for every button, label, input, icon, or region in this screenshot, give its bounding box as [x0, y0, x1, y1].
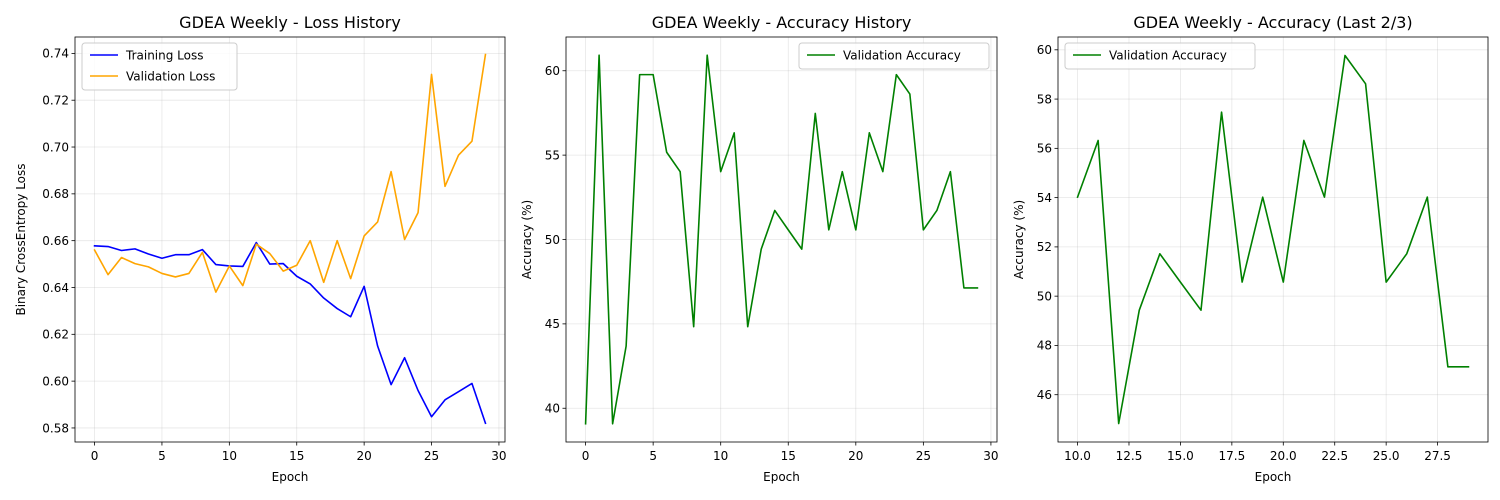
plot-frame [74, 36, 506, 443]
legend-label: Training Loss [125, 48, 203, 62]
legend-label: Validation Accuracy [1109, 48, 1227, 62]
grid [75, 37, 505, 442]
x-tick-label: 20.0 [1270, 449, 1297, 463]
y-tick-label: 0.72 [42, 94, 69, 108]
y-tick-label: 60 [1037, 43, 1052, 57]
chart-panel-3: 10.0 12.5 15.0 17.5 20.0 22.5 25.0 27.5 46 48 50 52… [1012, 13, 1489, 484]
legend-box [798, 42, 990, 70]
x-tick-label: 20 [848, 449, 863, 463]
legend-label: Validation Accuracy [843, 48, 961, 62]
x-tick-label: 22.5 [1321, 449, 1348, 463]
y-tick-label: 45 [545, 317, 560, 331]
legend: Training Loss Validation Loss [81, 42, 238, 91]
x-tick-label: 25 [424, 449, 439, 463]
x-tick-label: 0 [582, 449, 590, 463]
grid [1058, 37, 1488, 442]
x-tick-label: 10 [222, 449, 237, 463]
chart-title: GDEA Weekly - Accuracy (Last 2/3) [1133, 13, 1412, 32]
x-tick-label: 15.0 [1167, 449, 1194, 463]
y-tick-label: 0.70 [42, 140, 69, 154]
x-tick-label: 17.5 [1218, 449, 1245, 463]
x-axis-label: Epoch [763, 470, 800, 484]
y-tick-label: 0.68 [42, 187, 69, 201]
y-tick-label: 55 [545, 148, 560, 162]
y-axis-label: Binary CrossEntropy Loss [14, 163, 28, 315]
legend-box [81, 42, 238, 91]
x-tick-label: 12.5 [1116, 449, 1143, 463]
x-tick-label: 30 [491, 449, 506, 463]
y-tick-label: 50 [545, 233, 560, 247]
y-tick-label: 58 [1037, 92, 1052, 106]
x-tick-label: 15 [781, 449, 796, 463]
series-line-validation-accuracy [1076, 54, 1470, 425]
legend-box [1064, 42, 1256, 70]
legend: Validation Accuracy [1064, 42, 1256, 70]
chart-title: GDEA Weekly - Loss History [179, 13, 401, 32]
series-line-validation-accuracy [584, 54, 979, 425]
chart-panel-2: 0 5 10 15 20 25 30 40 45 50 55 60 GDEA Weekly - Accu… [520, 13, 999, 484]
y-tick-label: 0.66 [42, 234, 69, 248]
series-line-validation-loss [93, 53, 487, 293]
chart-panel-1: 0 5 10 15 20 25 30 0.58 0.60 0.62 0.64 0.66 0.68 0.70… [14, 13, 507, 484]
x-tick-label: 0 [91, 449, 99, 463]
y-tick-label: 46 [1037, 388, 1052, 402]
x-tick-label: 5 [158, 449, 166, 463]
y-tick-label: 50 [1037, 289, 1052, 303]
x-tick-label: 15 [289, 449, 304, 463]
x-tick-label: 20 [356, 449, 371, 463]
y-tick-label: 0.60 [42, 374, 69, 388]
legend: Validation Accuracy [798, 42, 990, 70]
y-tick-label: 0.58 [42, 421, 69, 435]
y-axis-label: Accuracy (%) [520, 200, 534, 279]
x-tick-label: 25 [916, 449, 931, 463]
y-tick-label: 0.74 [42, 47, 69, 61]
x-tick-label: 5 [649, 449, 657, 463]
y-tick-label: 0.62 [42, 328, 69, 342]
legend-label: Validation Loss [126, 69, 215, 83]
x-axis-label: Epoch [272, 470, 309, 484]
y-tick-label: 40 [545, 402, 560, 416]
plot-frame [1057, 36, 1489, 443]
x-axis-label: Epoch [1255, 470, 1292, 484]
x-tick-label: 25.0 [1373, 449, 1400, 463]
y-tick-label: 48 [1037, 339, 1052, 353]
x-tick-label: 30 [983, 449, 998, 463]
series-line-training-loss [93, 241, 487, 425]
y-axis-label: Accuracy (%) [1012, 200, 1026, 279]
x-tick-label: 27.5 [1424, 449, 1451, 463]
y-tick-label: 60 [545, 64, 560, 78]
y-tick-label: 54 [1037, 191, 1052, 205]
y-tick-label: 56 [1037, 142, 1052, 156]
grid [566, 37, 997, 442]
x-tick-label: 10.0 [1064, 449, 1091, 463]
y-tick-label: 0.64 [42, 281, 69, 295]
y-tick-label: 52 [1037, 240, 1052, 254]
x-tick-label: 10 [713, 449, 728, 463]
chart-title: GDEA Weekly - Accuracy History [652, 13, 912, 32]
